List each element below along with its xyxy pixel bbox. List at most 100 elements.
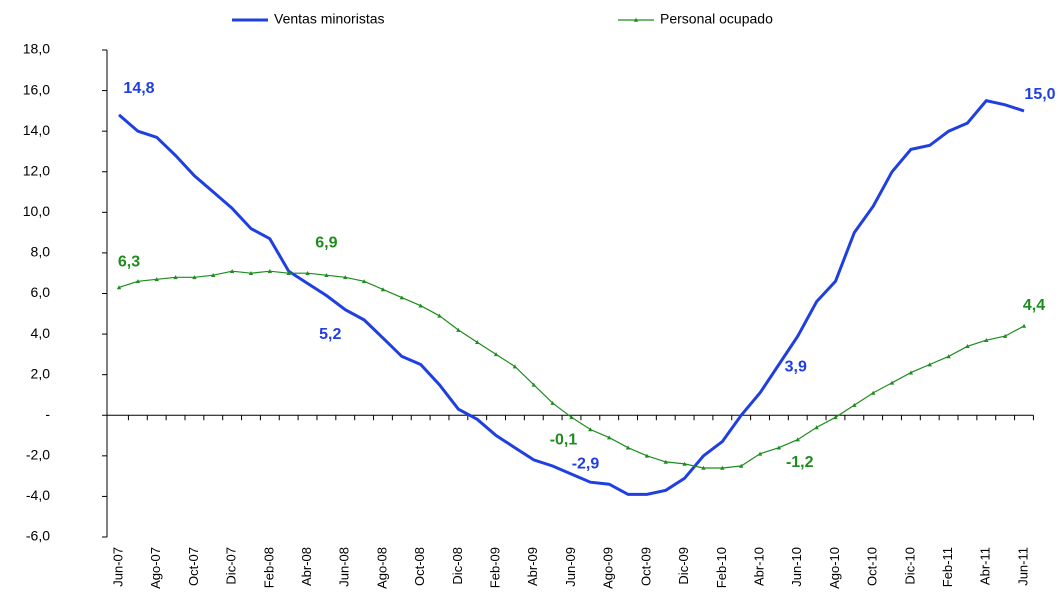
x-tick-label: Jun-09 [563, 547, 578, 587]
point-marker [192, 275, 197, 280]
x-tick-label: Feb-11 [940, 547, 955, 587]
y-tick-label: -4,0 [26, 487, 50, 503]
point-marker [399, 295, 405, 300]
x-tick-label: Abr-10 [751, 547, 766, 586]
y-tick-label: 6,0 [31, 284, 51, 300]
x-tick-label: Oct-08 [412, 547, 427, 586]
data-label: 4,4 [1023, 297, 1045, 314]
point-marker [173, 275, 178, 280]
point-marker [833, 415, 838, 420]
x-tick-label: Abr-09 [525, 547, 540, 586]
point-marker [475, 340, 480, 344]
point-marker [776, 445, 782, 450]
point-marker [984, 337, 989, 342]
x-tick-label: Ago-09 [601, 547, 616, 589]
y-tick-label: 4,0 [31, 325, 51, 341]
legend-label: Personal ocupado [660, 11, 773, 27]
point-marker [908, 370, 914, 375]
data-label: 5,2 [319, 326, 341, 343]
y-tick-label: 12,0 [23, 162, 50, 178]
y-tick-label: - [45, 406, 50, 422]
x-tick-label: Jun-08 [337, 547, 352, 587]
point-marker [286, 271, 291, 276]
x-tick-label: Ago-10 [827, 547, 842, 589]
x-tick-label: Dic-09 [676, 547, 691, 585]
point-marker [757, 451, 763, 456]
point-marker [965, 344, 970, 349]
point-marker [625, 445, 631, 450]
point-marker [720, 465, 725, 470]
point-marker [946, 354, 951, 359]
point-marker [795, 437, 800, 442]
x-tick-label: Dic-08 [450, 547, 465, 585]
data-label: 6,3 [118, 254, 140, 271]
y-tick-label: 16,0 [23, 81, 50, 97]
point-marker [267, 268, 273, 273]
point-marker [550, 400, 555, 405]
point-marker [814, 425, 819, 430]
data-label: -2,9 [572, 455, 600, 472]
point-marker [305, 271, 310, 276]
point-marker [1002, 333, 1008, 338]
point-marker [116, 285, 122, 290]
point-marker [512, 364, 518, 369]
x-tick-label: Jun-11 [1015, 547, 1030, 586]
point-marker [852, 402, 857, 407]
legend-marker [633, 17, 639, 22]
point-marker [607, 435, 612, 440]
y-tick-label: -6,0 [26, 528, 50, 544]
y-tick-label: 2,0 [31, 365, 51, 381]
point-marker [493, 352, 499, 357]
x-tick-label: Feb-09 [488, 547, 503, 588]
point-marker [135, 279, 141, 284]
x-tick-label: Oct-07 [186, 547, 201, 586]
x-tick-label: Jun-07 [110, 547, 125, 587]
point-marker [927, 362, 932, 367]
x-tick-label: Oct-09 [638, 547, 653, 586]
point-marker [889, 380, 895, 385]
data-label: -1,2 [786, 454, 814, 471]
x-tick-label: Abr-11 [978, 547, 993, 585]
data-label: 14,8 [123, 80, 154, 97]
point-marker [682, 461, 687, 466]
point-marker [324, 273, 329, 278]
x-tick-label: Abr-08 [299, 547, 314, 586]
point-marker [456, 327, 461, 332]
x-tick-label: Dic-10 [902, 547, 917, 585]
x-tick-label: Ago-07 [148, 547, 163, 589]
point-marker [531, 382, 536, 387]
y-tick-label: -2,0 [26, 447, 50, 463]
point-marker [644, 453, 650, 458]
x-tick-label: Jun-10 [789, 547, 804, 587]
point-marker [154, 277, 159, 282]
x-tick-label: Feb-10 [714, 547, 729, 588]
data-label: 15,0 [1024, 86, 1055, 103]
point-marker [361, 279, 367, 284]
series-line [118, 99, 1025, 496]
point-marker [343, 275, 348, 280]
x-tick-label: Oct-10 [865, 547, 880, 586]
point-marker [663, 459, 668, 464]
point-marker [211, 273, 216, 278]
data-label: 3,9 [785, 358, 807, 375]
x-tick-label: Dic-07 [224, 547, 239, 585]
point-marker [701, 465, 706, 470]
point-marker [870, 390, 876, 395]
y-tick-label: 8,0 [31, 244, 51, 260]
point-marker [437, 313, 442, 318]
x-tick-label: Feb-08 [261, 547, 276, 588]
data-label: 6,9 [315, 234, 337, 251]
point-marker [229, 268, 235, 273]
point-marker [248, 271, 254, 276]
point-marker [569, 415, 574, 420]
legend-label: Ventas minoristas [274, 11, 385, 27]
y-tick-label: 10,0 [23, 203, 50, 219]
data-label: -0,1 [550, 431, 578, 448]
point-marker [418, 303, 423, 308]
point-marker [588, 427, 593, 432]
point-marker [1021, 323, 1027, 328]
point-marker [380, 287, 386, 292]
y-tick-label: 14,0 [23, 122, 50, 138]
x-tick-label: Ago-08 [374, 547, 389, 589]
